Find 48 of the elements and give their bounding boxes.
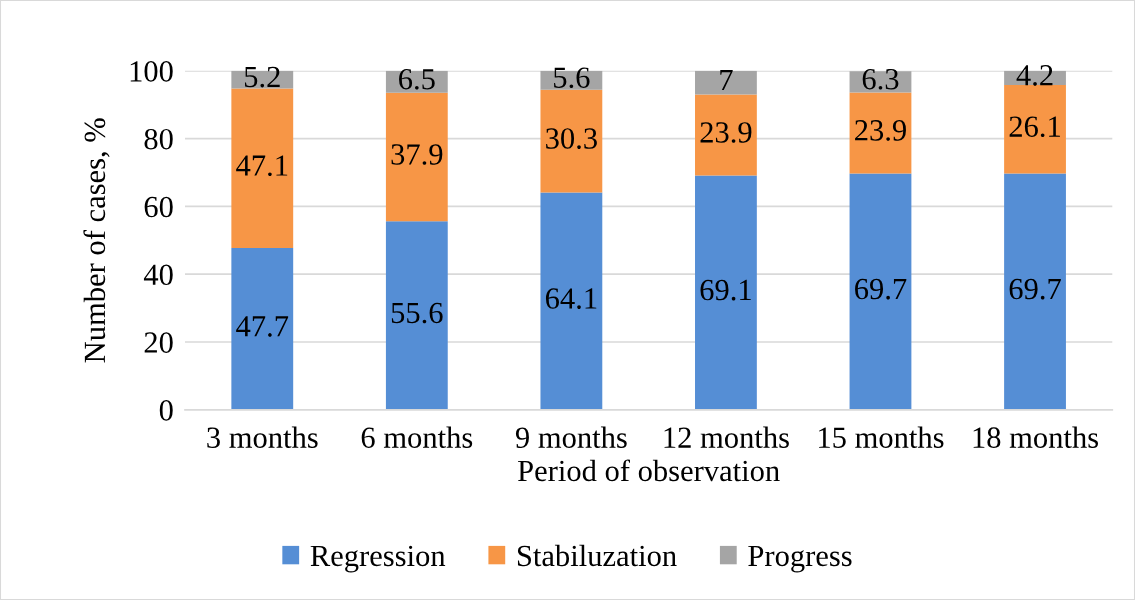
y-tick-label: 20 <box>144 332 173 353</box>
bar <box>849 173 912 410</box>
x-tick-label: 9 months <box>515 426 627 448</box>
y-tick-label: 40 <box>143 264 173 286</box>
bar <box>1004 173 1066 410</box>
bar <box>695 70 757 95</box>
data-label: 4.2 <box>1016 65 1053 86</box>
data-label: 47.7 <box>236 316 289 337</box>
x-tick-label: 12 months <box>664 426 789 448</box>
data-label: 5.6 <box>554 67 590 89</box>
data-label: 64.1 <box>545 288 597 309</box>
bar <box>385 92 448 222</box>
data-label: 69.1 <box>700 279 751 301</box>
legend-label: Progress <box>748 545 852 573</box>
data-label: 7 <box>720 70 733 91</box>
bar <box>540 192 603 410</box>
bar <box>231 248 294 410</box>
x-axis-title: Period of observation <box>518 459 780 482</box>
y-axis-title: Number of cases, % <box>83 118 110 363</box>
data-label: 30.3 <box>546 128 597 149</box>
data-label: 6.5 <box>399 68 435 90</box>
bar <box>849 92 912 174</box>
x-tick-label: 6 months <box>361 426 473 448</box>
bar <box>695 94 757 176</box>
bar <box>1004 85 1066 174</box>
y-tick-label: 100 <box>130 61 173 82</box>
data-label: 23.9 <box>855 120 906 141</box>
data-label: 69.7 <box>1009 278 1061 300</box>
data-label: 6.3 <box>862 68 899 90</box>
x-tick-label: 15 months <box>819 426 944 448</box>
data-label: 23.9 <box>700 122 752 143</box>
y-tick-label: 60 <box>144 196 173 218</box>
data-label: 55.6 <box>391 302 443 324</box>
data-label: 47.1 <box>236 155 288 177</box>
y-tick-label: 80 <box>144 128 173 150</box>
x-tick-label: 18 months <box>973 426 1099 448</box>
data-label: 26.1 <box>1009 116 1060 138</box>
legend-label: Stabiluzation <box>517 544 677 567</box>
legend-label: Regression <box>310 545 446 573</box>
data-label: 37.9 <box>391 144 443 165</box>
bar <box>231 88 294 249</box>
x-tick-label: 3 months <box>207 426 318 448</box>
bar <box>385 221 448 410</box>
bar <box>540 89 603 193</box>
data-label: 69.7 <box>855 278 907 300</box>
bar <box>695 175 757 410</box>
data-label: 5.2 <box>244 66 280 88</box>
y-tick-label: 0 <box>159 400 173 421</box>
